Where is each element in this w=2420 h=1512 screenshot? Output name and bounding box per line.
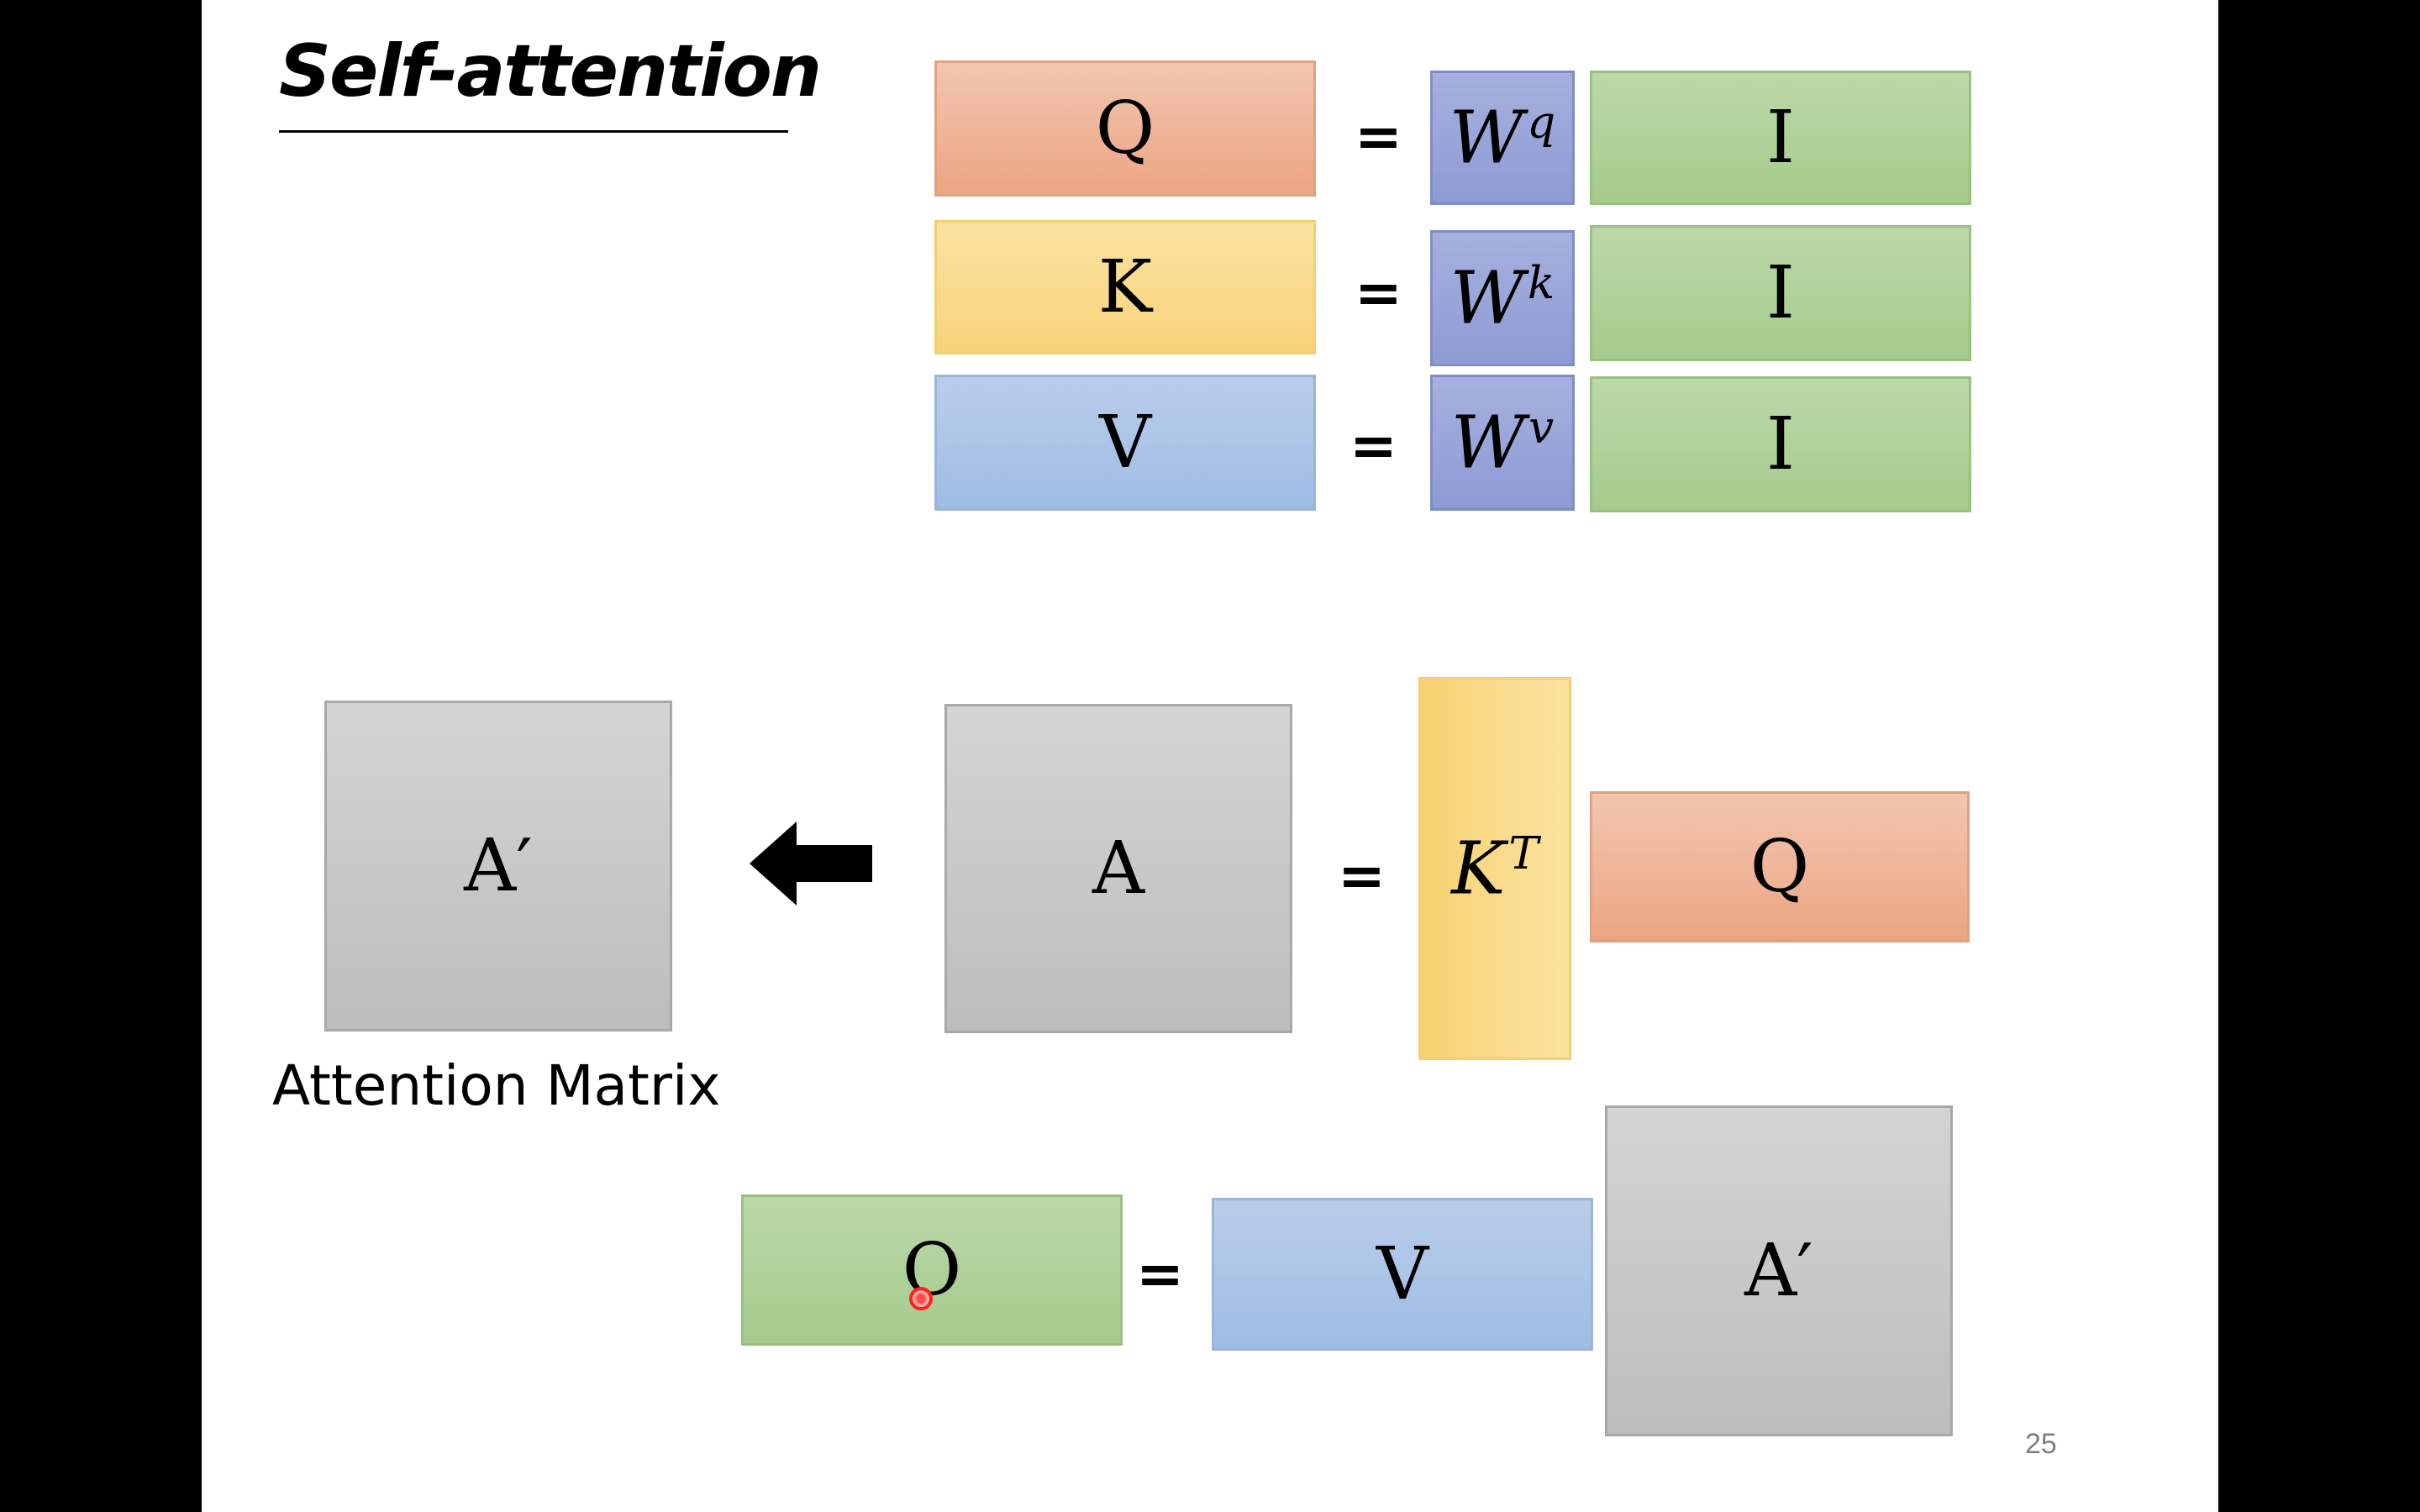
value-output-label: V xyxy=(1376,1232,1429,1316)
input-matrix-q: I xyxy=(1590,71,1971,205)
key-transpose-matrix: KT xyxy=(1418,677,1571,1060)
attention-raw-label: A xyxy=(1092,827,1145,911)
attention-normalized-label: A′ xyxy=(464,824,533,908)
slide: Self-attention Q = Wq I K = Wk I V = Wv xyxy=(202,0,2218,1512)
output-matrix: O xyxy=(741,1194,1123,1346)
weight-v-matrix: Wv xyxy=(1430,375,1575,511)
input-label-v: I xyxy=(1766,402,1795,486)
weight-v-label: Wv xyxy=(1450,401,1555,486)
input-matrix-k: I xyxy=(1590,225,1971,361)
attention-matrix-output: A′ xyxy=(1605,1105,1953,1436)
slide-title: Self-attention xyxy=(279,29,822,113)
key-matrix: K xyxy=(934,220,1316,354)
equals-sign-k: = xyxy=(1355,260,1402,327)
equals-sign-attention: = xyxy=(1338,843,1386,910)
pointer-cursor-icon xyxy=(909,1287,933,1310)
weight-q-matrix: Wq xyxy=(1430,71,1575,205)
attention-matrix-caption: Attention Matrix xyxy=(272,1053,721,1118)
page-number: 25 xyxy=(2025,1428,2057,1460)
key-transpose-label: KT xyxy=(1451,827,1539,911)
weight-k-matrix: Wk xyxy=(1430,230,1575,366)
arrow-left-icon xyxy=(750,822,872,906)
weight-q-label: Wq xyxy=(1449,96,1556,181)
attention-matrix-raw: A xyxy=(944,704,1292,1033)
query-label: Q xyxy=(1095,87,1155,171)
value-matrix-output: V xyxy=(1212,1198,1593,1351)
query-matrix: Q xyxy=(934,60,1316,197)
attention-output-label: A′ xyxy=(1744,1229,1813,1313)
query-matrix-attention: Q xyxy=(1590,791,1970,942)
equals-sign-output: = xyxy=(1136,1242,1184,1308)
input-label-q: I xyxy=(1766,96,1795,180)
weight-k-label: Wk xyxy=(1449,256,1555,341)
query-attention-label: Q xyxy=(1749,825,1810,909)
equals-sign-q: = xyxy=(1355,104,1402,171)
equals-sign-v: = xyxy=(1349,413,1397,480)
attention-matrix-normalized: A′ xyxy=(324,701,672,1032)
input-label-k: I xyxy=(1766,251,1795,335)
value-matrix: V xyxy=(934,375,1316,511)
key-label: K xyxy=(1097,245,1153,329)
value-label: V xyxy=(1098,401,1152,485)
input-matrix-v: I xyxy=(1590,376,1971,512)
title-underline xyxy=(279,130,788,133)
